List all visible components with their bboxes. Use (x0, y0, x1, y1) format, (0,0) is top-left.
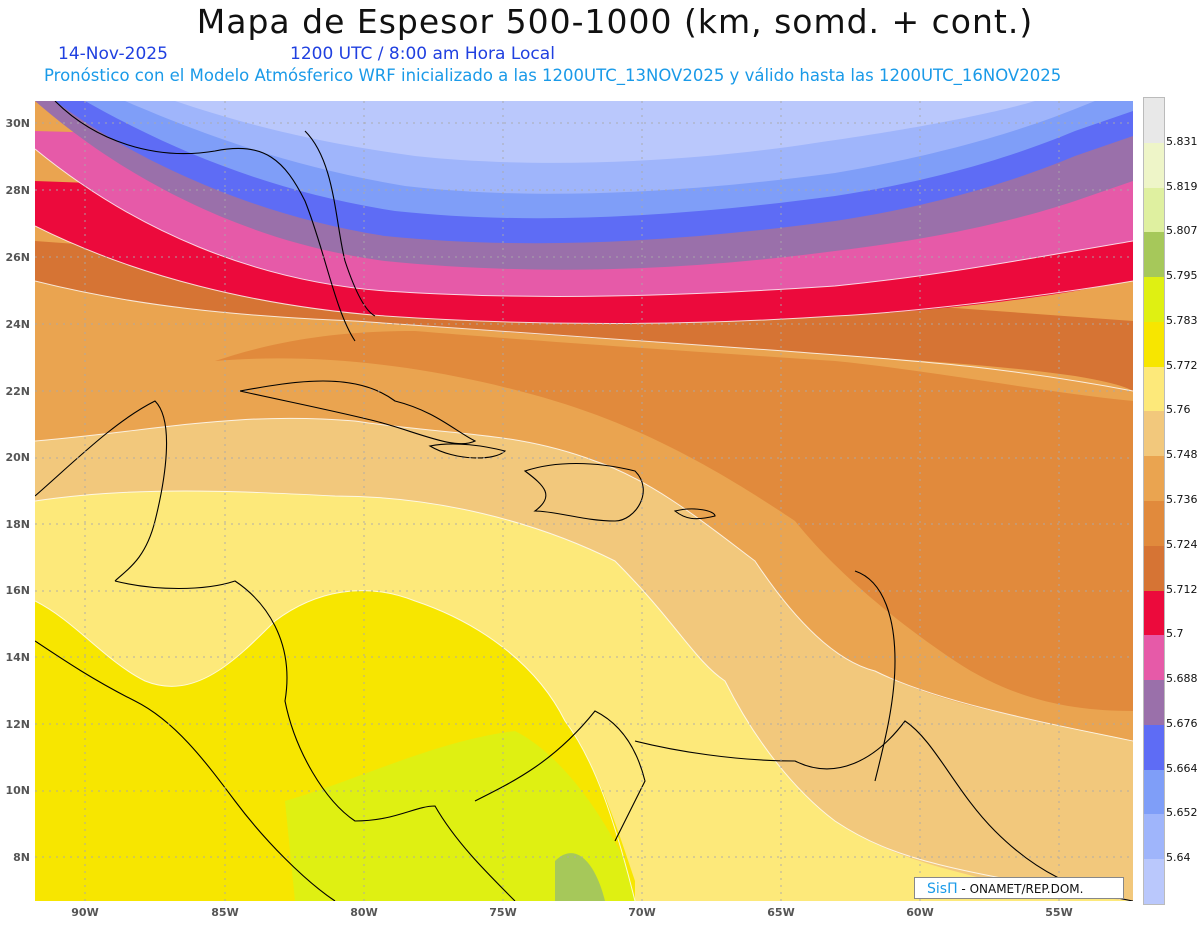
colorbar-label: 5.807 (1166, 224, 1198, 238)
colorbar-segment (1144, 769, 1164, 815)
lat-label-24n: 24N (5, 318, 30, 331)
colorbar-label: 5.688 (1166, 672, 1198, 686)
colorbar-label: 5.676 (1166, 716, 1198, 730)
forecast-time: 1200 UTC / 8:00 am Hora Local (290, 44, 555, 64)
colorbar-segment (1144, 321, 1164, 367)
colorbar-label: 5.712 (1166, 582, 1198, 596)
brand-logo: SisΠ (927, 881, 958, 897)
lat-label-8n: 8N (13, 851, 30, 864)
lat-label-22n: 22N (5, 385, 30, 398)
lon-label-75w: 75W (489, 906, 517, 919)
band-5783 (285, 731, 635, 901)
lat-label-28n: 28N (5, 184, 30, 197)
colorbar-segment (1144, 501, 1164, 546)
colorbar-segment (1144, 680, 1164, 726)
colorbar-segment (1144, 635, 1164, 681)
forecast-note: Pronóstico con el Modelo Atmósferico WRF… (44, 66, 1062, 85)
credit-text: - ONAMET/REP.DOM. (957, 882, 1084, 896)
lon-label-60w: 60W (906, 906, 934, 919)
lat-label-14n: 14N (5, 651, 30, 664)
lon-label-90w: 90W (71, 906, 99, 919)
map-title: Mapa de Espesor 500-1000 (km, somd. + co… (196, 2, 1034, 41)
band-5748-patch (35, 251, 355, 441)
colorbar-segment (1144, 277, 1164, 323)
colorbar-segment (1144, 232, 1164, 278)
lat-label-18n: 18N (5, 518, 30, 531)
colorbar-label: 5.831 (1166, 134, 1198, 148)
band-5795 (555, 853, 605, 901)
colorbar-label: 5.724 (1166, 537, 1198, 551)
colorbar-label: 5.736 (1166, 493, 1198, 506)
lat-label-30n: 30N (5, 117, 30, 130)
colorbar-segment (1144, 590, 1164, 636)
colorbar-label: 5.795 (1166, 269, 1198, 283)
band-5630 (175, 101, 1035, 163)
lon-label-80w: 80W (350, 906, 378, 919)
coastlines (35, 101, 1133, 901)
colorbar-label: 5.772 (1166, 358, 1198, 372)
credit-box: SisΠ - ONAMET/REP.DOM. (914, 877, 1124, 899)
colorbar-segment (1144, 545, 1164, 591)
colorbar-segment (1144, 98, 1164, 143)
thickness-field (35, 101, 1133, 901)
colorbar-label: 5.64 (1166, 851, 1191, 865)
colorbar-label: 5.76 (1166, 403, 1191, 417)
lat-label-16n: 16N (5, 584, 30, 597)
colorbar-segment (1144, 814, 1164, 860)
lon-label-70w: 70W (628, 906, 656, 919)
colorbar-segment (1144, 187, 1164, 233)
colorbar-segment (1144, 142, 1164, 188)
colorbar-label: 5.7 (1166, 627, 1184, 641)
lat-label-12n: 12N (5, 718, 30, 731)
colorbar-segment (1144, 366, 1164, 412)
colorbar-label: 5.748 (1166, 448, 1198, 462)
lon-label-85w: 85W (211, 906, 239, 919)
colorbar (1143, 97, 1165, 905)
lat-label-26n: 26N (5, 251, 30, 264)
colorbar-label: 5.664 (1166, 761, 1198, 775)
thickness-map (35, 101, 1133, 901)
colorbar-segment (1144, 859, 1164, 905)
grid-lines (35, 101, 1133, 901)
colorbar-segment (1144, 411, 1164, 457)
colorbar-label: 5.819 (1166, 179, 1198, 193)
colorbar-segment (1144, 724, 1164, 770)
band-5724 (215, 331, 1133, 711)
lat-label-10n: 10N (5, 784, 30, 797)
lon-label-65w: 65W (767, 906, 795, 919)
colorbar-label: 5.652 (1166, 806, 1198, 820)
forecast-date: 14-Nov-2025 (58, 44, 168, 64)
lon-label-55w: 55W (1045, 906, 1073, 919)
lat-label-20n: 20N (5, 451, 30, 464)
colorbar-segment (1144, 456, 1164, 502)
colorbar-label: 5.783 (1166, 313, 1198, 327)
